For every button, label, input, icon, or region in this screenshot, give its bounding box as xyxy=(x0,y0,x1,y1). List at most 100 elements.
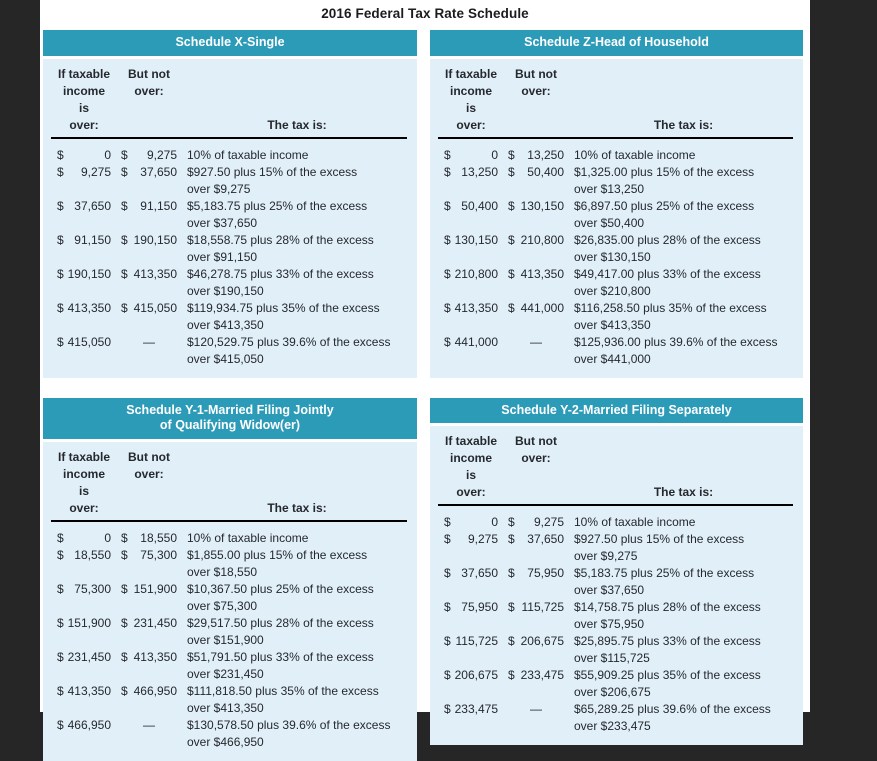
tax-description: 10% of taxable income xyxy=(187,147,409,164)
tax-description-line: over $413,350 xyxy=(187,317,264,332)
but-not-over-cell: $466,950 xyxy=(121,683,177,717)
dollar-sign: $ xyxy=(57,334,64,349)
col-header-line: If taxable xyxy=(444,66,498,81)
tax-description-line: over $130,150 xyxy=(574,249,651,264)
but-not-over-cell: $413,350 xyxy=(121,649,177,683)
tax-description-line: $125,936.00 plus 39.6% of the excess xyxy=(574,334,778,349)
but-not-over-cell: $18,550 xyxy=(121,530,177,547)
col-header-line: over: xyxy=(69,500,99,515)
amount: 151,900 xyxy=(133,581,177,596)
amount: 9,275 xyxy=(533,515,564,530)
schedule-title-line: Schedule Y-2-Married Filing Separately xyxy=(501,402,732,417)
tax-description: $65,289.25 plus 39.6% of the excess over … xyxy=(574,701,795,735)
dollar-sign: $ xyxy=(444,232,451,247)
tax-description: $111,818.50 plus 35% of the excess over $… xyxy=(187,683,409,717)
income-over-cell: $210,800 xyxy=(444,266,498,300)
tax-description-line: $18,558.75 plus 28% of the excess xyxy=(187,232,374,247)
dollar-sign: $ xyxy=(121,649,128,664)
tax-description: $125,936.00 plus 39.6% of the excess over… xyxy=(574,334,795,368)
amount: 415,050 xyxy=(67,334,111,349)
but-not-over-cell: $75,300 xyxy=(121,547,177,581)
tax-description: 10% of taxable income xyxy=(574,514,795,531)
but-not-over-cell: $233,475 xyxy=(508,667,564,701)
tax-description: $6,897.50 plus 25% of the excess over $50… xyxy=(574,198,795,232)
bracket-row: $190,150 $413,350 $46,278.75 plus 33% of t… xyxy=(57,266,409,300)
schedule-title-line: of Qualifying Widow(er) xyxy=(159,418,301,433)
amount: 9,275 xyxy=(80,164,111,179)
dollar-sign: $ xyxy=(508,668,515,683)
col-header-line: over: xyxy=(69,117,99,132)
document-page: 2016 Federal Tax Rate Schedule Schedule … xyxy=(40,0,810,761)
tax-description: $927.50 plus 15% of the excess over $9,27… xyxy=(574,531,795,565)
dollar-sign: $ xyxy=(57,547,64,562)
bracket-row: $415,050 — $120,529.75 plus 39.6% of the e… xyxy=(57,334,409,368)
income-over-cell: $151,900 xyxy=(57,615,111,649)
schedule-title-line: Schedule Z-Head of Household xyxy=(524,35,709,49)
page-title: 2016 Federal Tax Rate Schedule xyxy=(321,6,529,21)
income-over-cell: $13,250 xyxy=(444,164,498,198)
tax-description-line: 10% of taxable income xyxy=(187,530,309,545)
tax-description-line: $119,934.75 plus 35% of the excess xyxy=(187,300,380,315)
dollar-sign: $ xyxy=(508,532,515,547)
but-not-over-cell: $91,150 xyxy=(121,198,177,232)
but-not-over-cell: $37,650 xyxy=(121,164,177,198)
tax-schedule-panel: Schedule X-Single If taxable income is ove… xyxy=(43,30,417,378)
col-header-tax-is: The tax is: xyxy=(267,117,327,132)
schedule-title: Schedule Z-Head of Household xyxy=(430,30,803,56)
bracket-row: $75,950 $115,725 $14,758.75 plus 28% of th… xyxy=(444,599,795,633)
tax-description: $1,855.00 plus 15% of the excess over $18… xyxy=(187,547,409,581)
schedule-body: If taxable income is over: But not over: Th… xyxy=(43,58,417,378)
dollar-sign: $ xyxy=(444,566,451,581)
amount: 233,475 xyxy=(520,668,564,683)
income-over-cell: $415,050 xyxy=(57,334,111,368)
amount: 18,550 xyxy=(74,547,111,562)
amount: 37,650 xyxy=(527,532,564,547)
bracket-row: $0 $13,250 10% of taxable income xyxy=(444,147,795,164)
amount: 206,675 xyxy=(520,634,564,649)
but-not-over-cell: — xyxy=(530,334,542,349)
col-header-line: over: xyxy=(521,451,551,466)
tax-description-line: over $9,275 xyxy=(574,549,638,564)
but-not-over-cell: $130,150 xyxy=(508,198,564,232)
tax-description-line: $29,517.50 plus 28% of the excess xyxy=(187,615,374,630)
amount: 50,400 xyxy=(461,198,498,213)
but-not-over-cell: $413,350 xyxy=(121,266,177,300)
amount: 0 xyxy=(104,147,111,162)
dollar-sign: $ xyxy=(508,600,515,615)
amount: 466,950 xyxy=(133,683,177,698)
income-over-cell: $37,650 xyxy=(57,198,111,232)
col-header-line: But not xyxy=(515,434,557,449)
dollar-sign: $ xyxy=(444,634,451,649)
but-not-over-cell: $151,900 xyxy=(121,581,177,615)
tax-description: $18,558.75 plus 28% of the excess over $9… xyxy=(187,232,409,266)
tax-description-line: $111,818.50 plus 35% of the excess xyxy=(187,683,379,698)
income-over-cell: $190,150 xyxy=(57,266,111,300)
dollar-sign: $ xyxy=(121,232,128,247)
income-over-cell: $413,350 xyxy=(57,300,111,334)
col-header-line: If taxable xyxy=(444,434,498,449)
schedule-body: If taxable income is over: But not over: Th… xyxy=(43,441,417,761)
income-over-cell: $0 xyxy=(57,530,111,547)
amount: 130,150 xyxy=(520,198,564,213)
tax-description: $29,517.50 plus 28% of the excess over $1… xyxy=(187,615,409,649)
bracket-row: $233,475 — $65,289.25 plus 39.6% of the ex… xyxy=(444,701,795,735)
bracket-row: $441,000 — $125,936.00 plus 39.6% of the e… xyxy=(444,334,795,368)
dollar-sign: $ xyxy=(508,300,515,315)
dollar-sign: $ xyxy=(121,581,128,596)
col-header-tax-is: The tax is: xyxy=(267,500,327,515)
dollar-sign: $ xyxy=(508,566,515,581)
amount: 75,950 xyxy=(461,600,498,615)
tax-description-line: over $91,150 xyxy=(187,249,258,264)
income-over-cell: $18,550 xyxy=(57,547,111,581)
income-over-cell: $115,725 xyxy=(444,633,498,667)
tax-description-line: over $18,550 xyxy=(187,564,258,579)
tax-description-line: $6,897.50 plus 25% of the excess xyxy=(574,198,755,213)
dollar-sign: $ xyxy=(57,300,64,315)
tax-description: $25,895.75 plus 33% of the excess over $1… xyxy=(574,633,795,667)
dollar-sign: $ xyxy=(444,164,451,179)
col-header-line: income is xyxy=(449,83,492,115)
but-not-over-cell: — xyxy=(143,334,155,349)
amount: 91,150 xyxy=(74,232,111,247)
col-header-income-over: If taxable income is over: xyxy=(444,433,498,501)
dollar-sign: $ xyxy=(508,147,515,162)
